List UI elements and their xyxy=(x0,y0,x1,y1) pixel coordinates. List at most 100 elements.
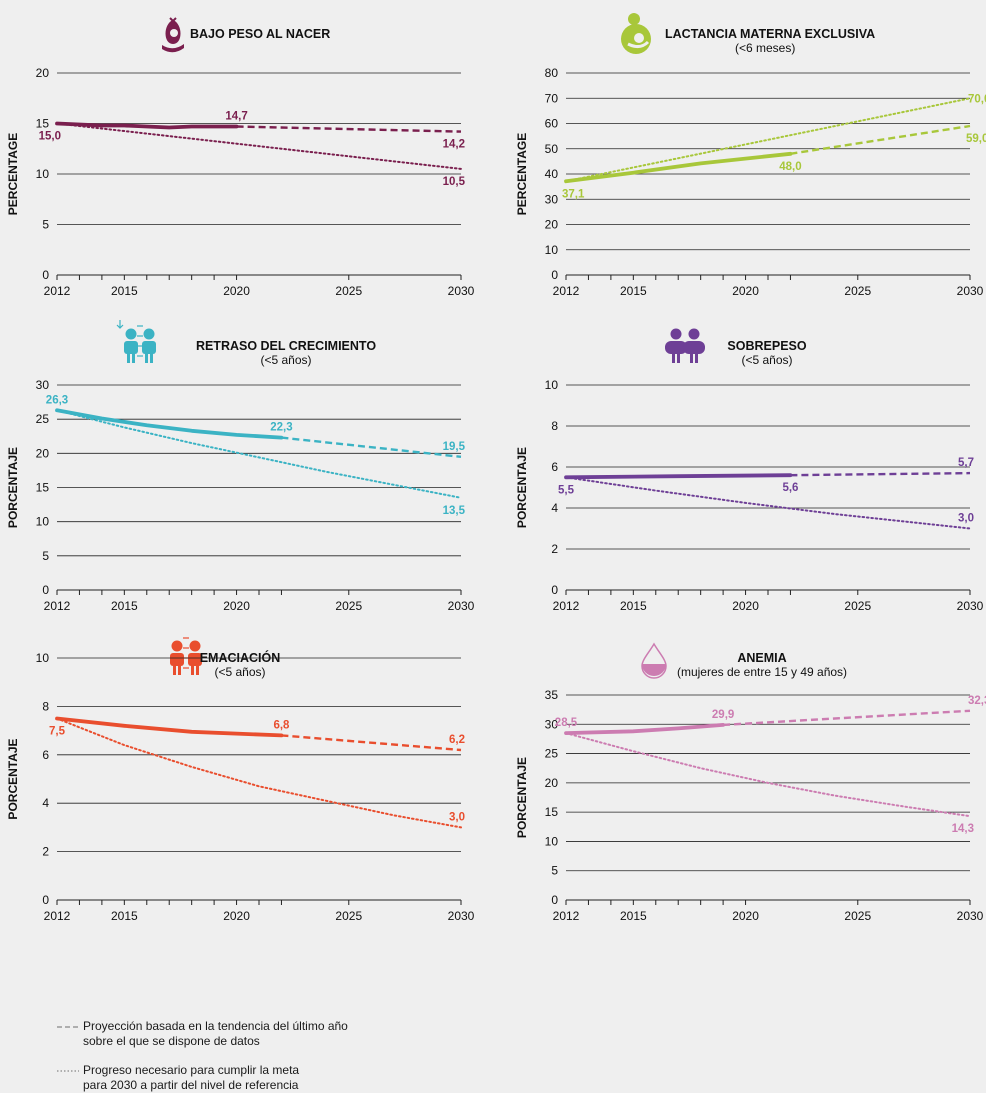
y-tick-label: 15 xyxy=(36,117,50,131)
y-tick-label: 20 xyxy=(36,446,50,460)
breastfeeding-icon xyxy=(621,13,651,54)
child-body xyxy=(665,341,687,354)
x-tick-label: 2025 xyxy=(844,284,871,298)
series-line-dotted xyxy=(565,97,971,183)
child-body xyxy=(142,341,156,354)
y-tick-label: 20 xyxy=(545,218,559,232)
y-tick-label: 15 xyxy=(545,805,559,819)
chart-anemia: ANEMIA(mujeres de entre 15 y 49 años) 0 5 1… xyxy=(515,642,986,923)
data-label: 19,5 xyxy=(443,441,466,453)
y-tick-label: 0 xyxy=(551,893,558,907)
x-tick-label: 2015 xyxy=(111,909,138,923)
x-tick-label: 2020 xyxy=(732,909,759,923)
x-tick-label: 2020 xyxy=(223,599,250,613)
chart-sobrepeso: SOBREPESO(<5 años) 0 2 4 6 8 10 2012 2015 2020 202… xyxy=(515,328,984,613)
data-label: 15,0 xyxy=(39,131,61,143)
x-tick-label: 2030 xyxy=(448,909,475,923)
series-line-solid xyxy=(55,408,284,440)
legend-dashed: Proyección basada en la tendencia del úl… xyxy=(57,1019,477,1049)
child-head xyxy=(670,328,682,340)
y-tick-label: 0 xyxy=(42,268,49,282)
x-tick-label: 2015 xyxy=(620,284,647,298)
child-body xyxy=(188,653,202,666)
dotted-line-swatch xyxy=(57,1070,79,1072)
child-leg xyxy=(196,665,199,675)
y-tick-label: 6 xyxy=(551,460,558,474)
legend-dotted: Progreso necesario para cumplir la meta … xyxy=(57,1063,477,1093)
child-leg xyxy=(145,353,148,363)
mother-head xyxy=(628,13,640,25)
x-tick-label: 2030 xyxy=(957,599,984,613)
x-tick-label: 2015 xyxy=(620,909,647,923)
x-tick-label: 2012 xyxy=(44,909,71,923)
y-tick-label: 4 xyxy=(551,501,558,515)
child-leg xyxy=(132,353,135,363)
data-label: 37,1 xyxy=(562,188,585,200)
data-label: 28,5 xyxy=(555,717,578,729)
child-leg xyxy=(677,353,680,363)
data-label: 6,8 xyxy=(273,719,290,731)
series-line-dotted xyxy=(565,476,971,530)
stunting-children-icon xyxy=(116,320,156,363)
y-tick-label: 6 xyxy=(42,748,49,762)
x-tick-label: 2025 xyxy=(844,599,871,613)
child-leg xyxy=(695,353,698,363)
y-tick-label: 60 xyxy=(545,117,559,131)
data-label: 5,6 xyxy=(782,482,798,494)
series-line-dashed xyxy=(790,471,971,477)
x-tick-label: 2025 xyxy=(335,909,362,923)
series-line-dashed xyxy=(723,709,971,727)
x-tick-label: 2025 xyxy=(335,599,362,613)
child-head xyxy=(143,328,155,340)
y-tick-label: 25 xyxy=(545,747,559,761)
y-tick-label: 10 xyxy=(545,243,559,257)
data-label: 26,3 xyxy=(46,394,68,406)
drop-fill xyxy=(642,664,666,676)
x-tick-label: 2015 xyxy=(620,599,647,613)
series-line-solid xyxy=(564,723,725,735)
data-label: 5,7 xyxy=(958,457,974,469)
x-tick-label: 2030 xyxy=(448,284,475,298)
y-tick-label: 10 xyxy=(36,515,50,529)
y-tick-label: 70 xyxy=(545,91,559,105)
y-tick-label: 35 xyxy=(545,688,559,702)
x-tick-label: 2015 xyxy=(111,284,138,298)
baby-head xyxy=(634,33,644,43)
y-tick-label: 50 xyxy=(545,142,559,156)
series-line-dotted xyxy=(56,409,462,499)
x-tick-label: 2012 xyxy=(553,909,580,923)
chart-lactancia: LACTANCIA MATERNA EXCLUSIVA(<6 meses) 0 10… xyxy=(515,13,986,298)
data-label: 3,0 xyxy=(958,513,974,525)
child-leg xyxy=(173,665,176,675)
x-tick-label: 2025 xyxy=(844,909,871,923)
y-tick-label: 2 xyxy=(551,542,558,556)
child-head xyxy=(189,640,201,652)
chart-subtitle: (<5 años) xyxy=(260,353,311,367)
data-label: 29,9 xyxy=(712,709,734,721)
series-line-solid xyxy=(55,716,284,738)
child-leg xyxy=(127,353,130,363)
data-label: 13,5 xyxy=(443,505,466,517)
data-label: 22,3 xyxy=(270,422,292,434)
data-label: 48,0 xyxy=(779,161,801,173)
wasting-children-icon xyxy=(170,637,202,675)
series-line-solid xyxy=(564,151,793,184)
y-tick-label: 30 xyxy=(36,378,50,392)
child-leg xyxy=(672,353,675,363)
x-tick-label: 2012 xyxy=(44,284,71,298)
x-tick-label: 2015 xyxy=(111,599,138,613)
y-tick-label: 10 xyxy=(36,651,50,665)
y-tick-label: 5 xyxy=(42,549,49,563)
child-body xyxy=(683,341,705,354)
chart-bajo_peso: BAJO PESO AL NACER 0 5 10 15 20 2012 2015 2020 20… xyxy=(6,17,475,298)
y-tick-label: 10 xyxy=(545,834,559,848)
data-label: 59,0 xyxy=(966,133,986,145)
chart-title: LACTANCIA MATERNA EXCLUSIVA xyxy=(665,27,875,41)
x-tick-label: 2030 xyxy=(448,599,475,613)
arm-curve xyxy=(627,40,650,49)
child-head xyxy=(688,328,700,340)
child-leg xyxy=(191,665,194,675)
data-label: 5,5 xyxy=(558,484,575,496)
x-tick-label: 2020 xyxy=(732,284,759,298)
